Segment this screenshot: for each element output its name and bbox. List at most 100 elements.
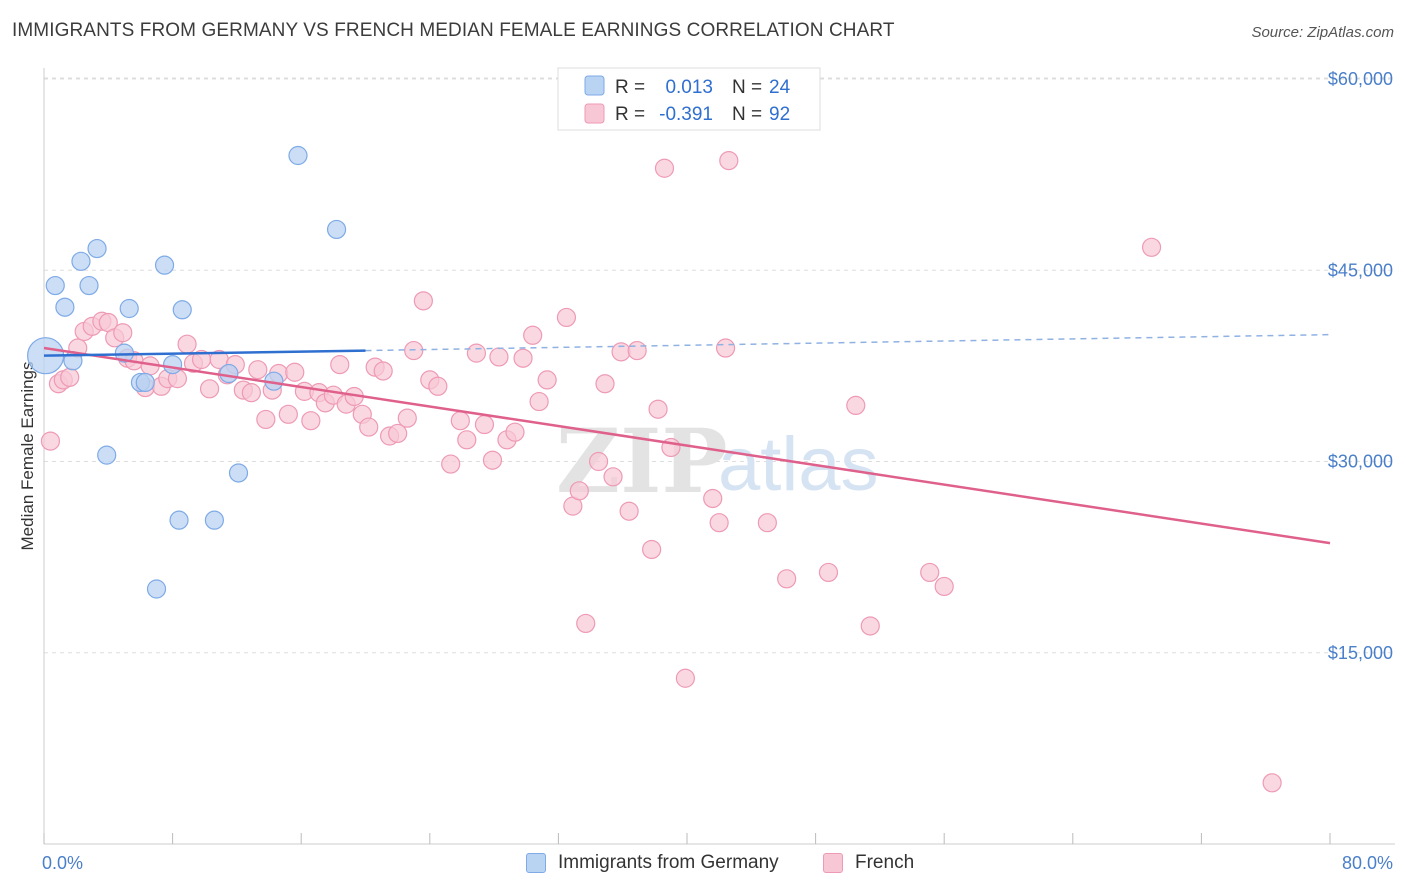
point-french <box>642 539 662 560</box>
point-french <box>715 338 736 358</box>
point-french <box>441 454 461 474</box>
point-french <box>40 431 61 451</box>
point-french <box>177 334 197 354</box>
point-germany <box>146 579 167 599</box>
point-french <box>818 562 839 583</box>
point-germany <box>45 275 65 296</box>
legend-r-label-germany: R = <box>615 77 645 98</box>
point-french <box>404 340 424 361</box>
point-french <box>556 307 577 328</box>
legend-item-french[interactable]: French <box>823 852 914 874</box>
point-germany <box>154 255 175 275</box>
axes <box>43 68 1395 845</box>
x-tick-label-max: 80.0% <box>1342 853 1393 873</box>
point-french <box>576 613 596 634</box>
point-french <box>301 411 321 431</box>
legend-swatch-french <box>584 103 605 124</box>
legend-swatch-germany <box>584 75 605 96</box>
point-french <box>373 361 393 381</box>
point-french <box>860 616 880 636</box>
point-french <box>719 151 739 171</box>
point-french <box>648 399 668 419</box>
point-germany <box>228 463 249 483</box>
trend-line-germany-extension <box>365 333 1331 352</box>
x-ticks <box>43 833 1331 844</box>
point-germany <box>119 298 139 319</box>
point-french <box>482 450 503 470</box>
y-tick-label: $60,000 <box>1328 69 1393 89</box>
point-french <box>654 158 675 178</box>
point-french <box>920 562 940 583</box>
legend-r-label-french: R = <box>615 104 645 125</box>
point-french <box>619 501 639 521</box>
legend-swatch-french-bottom <box>823 853 843 873</box>
watermark: ZIP atlas <box>556 409 879 513</box>
legend-item-germany[interactable]: Immigrants from Germany <box>526 852 779 874</box>
point-french <box>846 395 866 415</box>
point-french <box>474 414 495 435</box>
point-germany <box>135 372 155 393</box>
point-french <box>113 323 133 343</box>
trend-line-germany <box>43 349 366 357</box>
point-french <box>777 569 797 589</box>
x-tick-label-min: 0.0% <box>42 853 83 873</box>
point-french <box>934 576 954 597</box>
point-french <box>60 367 80 387</box>
y-tick-label: $30,000 <box>1328 452 1393 472</box>
point-french <box>241 383 261 403</box>
legend-n-value-french: 92 <box>769 104 790 125</box>
point-french <box>330 355 350 375</box>
point-germany <box>97 445 117 465</box>
point-french <box>1262 773 1282 793</box>
legend-r-value-germany: 0.013 <box>665 77 713 98</box>
point-french <box>413 291 433 311</box>
legend-n-label-french: N = <box>732 104 762 125</box>
point-french <box>529 391 549 412</box>
point-french <box>428 376 448 396</box>
watermark-atlas: atlas <box>718 422 879 507</box>
point-french <box>256 409 276 430</box>
legend-label-french: French <box>855 852 915 873</box>
point-french <box>513 348 533 368</box>
source-credit: Source: ZipAtlas.com <box>1251 24 1394 41</box>
point-french <box>248 360 268 380</box>
chart-title: IMMIGRANTS FROM GERMANY VS FRENCH MEDIAN… <box>12 20 895 41</box>
stats-legend: R = 0.013 N = 24 R = -0.391 N = 92 <box>557 67 821 131</box>
point-french <box>359 417 379 437</box>
point-germany <box>163 355 183 375</box>
point-french <box>450 411 470 431</box>
point-french <box>569 481 589 501</box>
legend-n-label-germany: N = <box>732 77 762 98</box>
legend-r-value-french: -0.391 <box>659 104 713 125</box>
point-french <box>523 325 543 345</box>
point-french <box>627 340 647 361</box>
legend-swatch-germany-bottom <box>526 853 546 873</box>
trend-lines <box>43 333 1331 545</box>
y-tick-label: $45,000 <box>1328 260 1393 280</box>
y-axis-title: Median Female Earnings <box>18 362 37 551</box>
legend-label-germany: Immigrants from Germany <box>558 852 779 873</box>
legend-n-value-germany: 24 <box>769 77 791 98</box>
point-french <box>703 488 723 509</box>
point-french <box>603 467 623 487</box>
point-french <box>388 423 408 444</box>
point-french <box>1141 237 1162 257</box>
point-french <box>457 430 477 450</box>
point-french <box>588 451 609 472</box>
point-french <box>278 404 298 424</box>
point-germany <box>288 145 308 166</box>
point-french <box>675 668 695 688</box>
y-tick-label: $15,000 <box>1328 643 1393 663</box>
point-french <box>757 513 777 533</box>
point-germany <box>326 219 347 240</box>
point-french <box>505 422 525 442</box>
point-germany <box>219 363 239 384</box>
point-french <box>199 379 220 399</box>
point-french <box>397 408 417 428</box>
bottom-legend: Immigrants from Germany French <box>0 850 1406 880</box>
point-french <box>466 343 487 363</box>
point-germany <box>71 251 91 271</box>
point-germany <box>204 510 224 530</box>
point-french <box>611 342 631 362</box>
point-germany <box>172 300 192 320</box>
